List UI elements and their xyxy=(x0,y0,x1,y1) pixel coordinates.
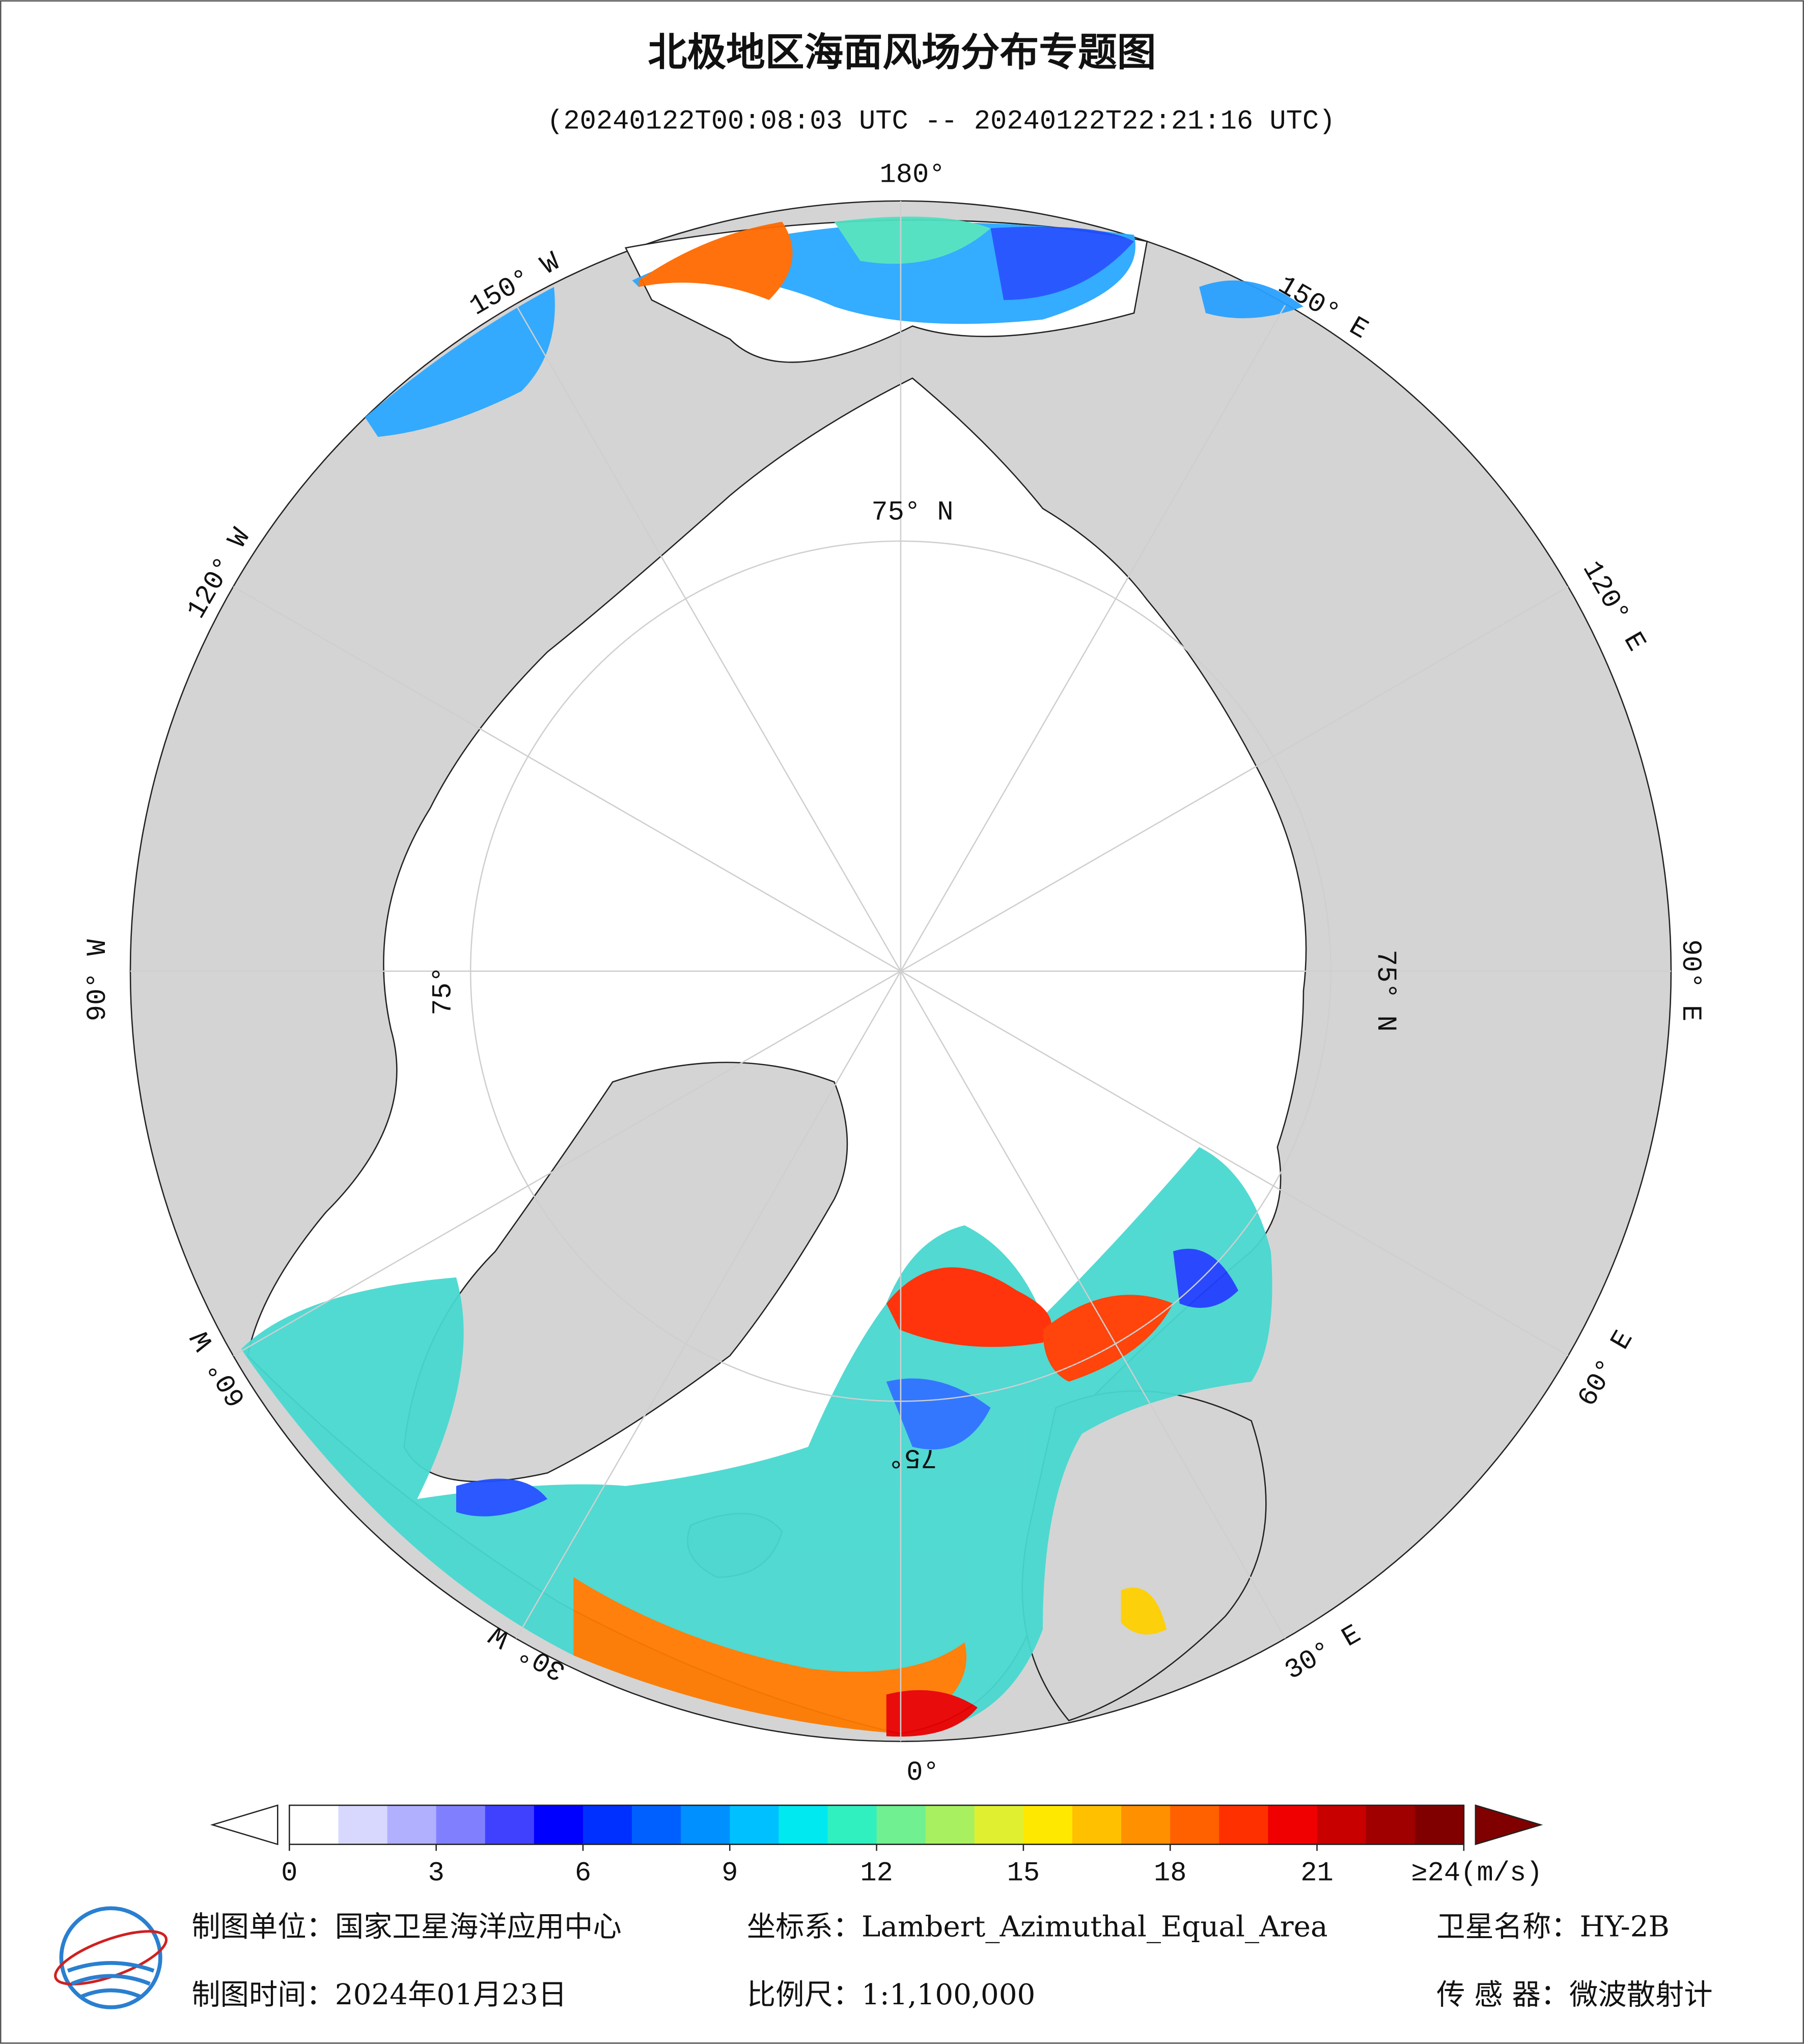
colorbar-cell xyxy=(827,1805,877,1844)
colorbar-tick-label: 3 xyxy=(428,1858,444,1889)
colorbar-cell xyxy=(925,1805,976,1844)
colorbar-cell xyxy=(681,1805,731,1844)
scale: 比例尺：1:1,100,000 xyxy=(747,1978,1036,2011)
colorbar-cell xyxy=(1414,1805,1465,1844)
latitude-label: 75° N xyxy=(1370,949,1401,1031)
graticule xyxy=(130,201,1671,1742)
colorbar-cell xyxy=(1317,1805,1367,1844)
greenland xyxy=(403,1061,848,1482)
colorbar-cell xyxy=(289,1805,339,1844)
projection: 坐标系：Lambert_Azimuthal_Equal_Area xyxy=(747,1911,1328,1944)
colorbar-tick-label: ≥24(m/s) xyxy=(1411,1858,1542,1889)
colorbar-tick-label: 21 xyxy=(1300,1858,1334,1889)
longitude-label: 90° E xyxy=(1675,939,1706,1021)
colorbar-cell xyxy=(1023,1805,1073,1844)
wind-field xyxy=(241,216,1303,1737)
colorbar-cell xyxy=(1072,1805,1122,1844)
colorbar-tick-label: 12 xyxy=(860,1858,893,1889)
colorbar-cell xyxy=(485,1805,535,1844)
sensor: 传 感 器：微波散射计 xyxy=(1436,1978,1712,2011)
latitude-label: 75° xyxy=(888,1441,937,1472)
logo xyxy=(54,1906,168,2009)
latitude-label: 75° xyxy=(428,966,459,1016)
colorbar-tick-label: 18 xyxy=(1154,1858,1187,1889)
longitude-label: 180° xyxy=(879,160,945,191)
longitude-label: 0° xyxy=(906,1757,939,1788)
colorbar-cell xyxy=(1170,1805,1220,1844)
colorbar-cell xyxy=(387,1805,437,1844)
colorbar-max-arrow xyxy=(1475,1804,1543,1845)
colorbar-cell xyxy=(1219,1805,1269,1844)
subtitle: (20240122T00:08:03 UTC -- 20240122T22:21… xyxy=(547,106,1335,137)
date: 制图时间：2024年01月23日 xyxy=(191,1978,567,2011)
colorbar-tick-label: 0 xyxy=(281,1858,297,1889)
colorbar-cell xyxy=(1366,1805,1416,1844)
colorbar-tick-label: 15 xyxy=(1007,1858,1040,1889)
colorbar-min-arrow xyxy=(210,1804,279,1845)
longitude-label: 90° W xyxy=(82,939,114,1021)
colorbar-cell xyxy=(779,1805,828,1844)
map xyxy=(129,200,1672,1742)
colorbar-cell xyxy=(1121,1805,1171,1844)
colorbar-cell xyxy=(582,1805,633,1844)
colorbar-tick-label: 6 xyxy=(575,1858,591,1889)
colorbar-cell xyxy=(632,1805,682,1844)
colorbar-cell xyxy=(876,1805,926,1844)
colorbar-cell xyxy=(974,1805,1024,1844)
colorbar: 0 3 6 9 12 15 18 21 ≥24(m/s) xyxy=(210,1804,1543,1889)
colorbar-cell xyxy=(1268,1805,1318,1844)
satellite: 卫星名称：HY-2B xyxy=(1436,1911,1670,1944)
colorbar-cell xyxy=(534,1805,584,1844)
title: 北极地区海面风场分布专题图 xyxy=(648,30,1156,75)
colorbar-tick-label: 9 xyxy=(721,1858,738,1889)
scandinavia xyxy=(1021,1390,1267,1722)
colorbar-cell xyxy=(436,1805,486,1844)
colorbar-cell xyxy=(730,1805,780,1844)
colorbar-cell xyxy=(338,1805,388,1844)
latitude-label: 75° N xyxy=(871,497,953,528)
producer: 制图单位：国家卫星海洋应用中心 xyxy=(191,1911,621,1944)
